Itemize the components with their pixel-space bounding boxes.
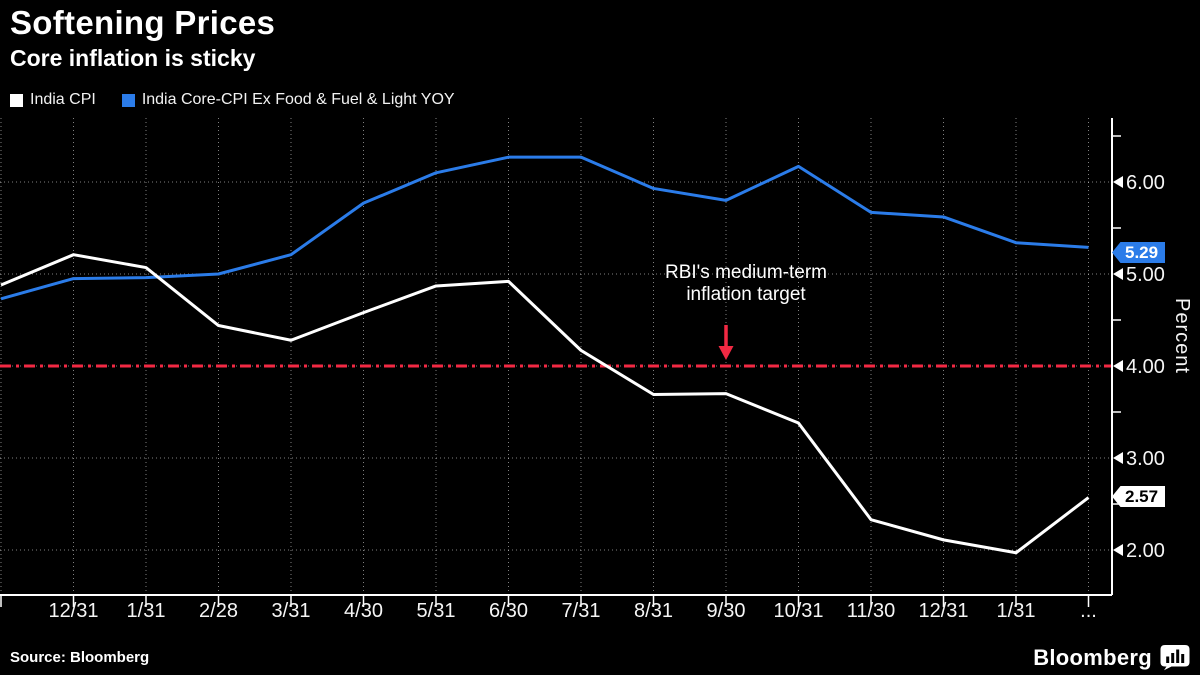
series-line-india-core-cpi-ex-food-fuel-light-yoy — [0, 155, 1089, 301]
india-cpi-last-value-badge: 2.57 — [1112, 486, 1166, 507]
y-major-tick — [1113, 452, 1123, 464]
bloomberg-wordmark: Bloomberg — [1033, 644, 1152, 670]
x-tick-label: 6/30 — [489, 600, 528, 622]
series-line-india-cpi — [0, 253, 1090, 555]
x-tick-label: 1/31 — [127, 600, 166, 622]
target-annotation-line2: inflation target — [686, 284, 806, 305]
x-tick-label: 2/28 — [199, 600, 238, 622]
legend-swatch-india-cpi-icon — [10, 93, 23, 107]
x-tick-label: 8/31 — [634, 600, 673, 622]
page-title: Softening Prices — [10, 4, 276, 41]
y-major-tick — [1113, 360, 1123, 372]
x-tick-label: 11/30 — [847, 600, 896, 622]
legend-swatch-core-cpi-icon — [121, 93, 135, 107]
y-tick-label: 2.00 — [1126, 540, 1165, 562]
y-major-tick — [1113, 544, 1123, 556]
x-tick-label: 1/31 — [997, 600, 1036, 622]
target-annotation-line1: RBI's medium-term — [665, 262, 827, 283]
core-cpi-last-value-badge: 5.29 — [1112, 242, 1166, 263]
bloomberg-brand: Bloomberg — [1033, 644, 1190, 671]
y-tick-label: 5.00 — [1126, 264, 1165, 286]
y-major-tick — [1113, 268, 1123, 280]
bloomberg-logo-icon — [1160, 645, 1190, 671]
y-tick-label: 4.00 — [1126, 356, 1165, 378]
y-tick-label: 3.00 — [1126, 448, 1165, 470]
annotation-arrow-head — [718, 346, 734, 360]
legend-label-india-cpi: India CPI — [30, 91, 96, 108]
x-tick-label: 12/31 — [918, 600, 968, 622]
x-tick-label: ... — [1080, 600, 1097, 622]
x-tick-label: 4/30 — [344, 600, 383, 622]
x-tick-label: 12/31 — [48, 600, 98, 622]
page-subtitle: Core inflation is sticky — [10, 45, 256, 71]
x-tick-label: 5/31 — [417, 600, 456, 622]
y-tick-label: 6.00 — [1126, 172, 1165, 194]
legend-label-core-cpi: India Core-CPI Ex Food & Fuel & Light YO… — [141, 91, 455, 108]
x-tick-label: 10/31 — [773, 600, 823, 622]
legend-item-core-cpi: India Core-CPI Ex Food & Fuel & Light YO… — [121, 91, 455, 109]
y-major-tick — [1113, 176, 1123, 188]
x-tick-label: 3/31 — [272, 600, 311, 622]
x-tick-label: 9/30 — [707, 600, 746, 622]
legend: India CPI India Core-CPI Ex Food & Fuel … — [10, 91, 455, 109]
y-axis-title: Percent — [1171, 298, 1193, 374]
x-tick-label: 7/31 — [562, 600, 601, 622]
source-credit: Source: Bloomberg — [10, 649, 150, 666]
legend-item-india-cpi: India CPI — [10, 91, 96, 109]
target-annotation: RBI's medium-term inflation target — [585, 262, 907, 306]
